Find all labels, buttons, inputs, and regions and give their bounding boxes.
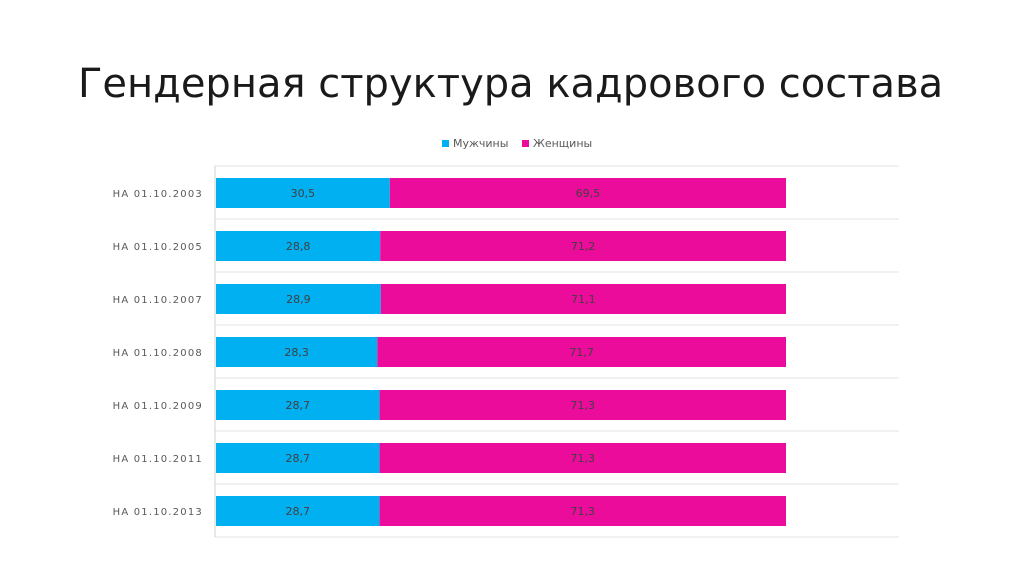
category-label: НА 01.10.2007 [113, 295, 203, 306]
bar-segment-men [216, 390, 380, 420]
bar-segment-women [379, 390, 786, 420]
bar-segment-women [380, 231, 786, 261]
chart-bars [216, 178, 786, 526]
data-label-women: 71,7 [569, 346, 594, 359]
data-label-women: 71,1 [571, 293, 596, 306]
category-label: НА 01.10.2003 [113, 189, 203, 200]
legend-swatch-men [442, 140, 449, 147]
page-title: Гендерная структура кадрового состава [78, 61, 944, 107]
chart-legend: Мужчины Женщины [442, 137, 592, 150]
data-label-women: 71,2 [571, 240, 596, 253]
bar-segment-women [380, 284, 786, 314]
data-label-men: 28,7 [286, 505, 311, 518]
data-label-men: 28,7 [286, 399, 311, 412]
category-label: НА 01.10.2009 [113, 401, 203, 412]
chart-labels: НА 01.10.2003 30,5 69,5 НА 01.10.2005 28,8 71… [113, 187, 601, 518]
legend-label-men: Мужчины [453, 137, 508, 150]
data-label-men: 28,7 [286, 452, 311, 465]
category-label: НА 01.10.2013 [113, 507, 203, 518]
bar-segment-men [216, 337, 378, 367]
bar-segment-men [216, 443, 380, 473]
legend-label-women: Женщины [533, 137, 592, 150]
category-label: НА 01.10.2011 [113, 454, 203, 465]
bar-segment-women [377, 337, 786, 367]
data-label-women: 71,3 [571, 399, 596, 412]
data-label-men: 28,9 [286, 293, 311, 306]
category-label: НА 01.10.2008 [113, 348, 203, 359]
data-label-men: 28,3 [284, 346, 309, 359]
bar-segment-women [389, 178, 786, 208]
chart-grid [214, 165, 899, 538]
category-label: НА 01.10.2005 [113, 242, 203, 253]
bar-segment-men [216, 496, 380, 526]
data-label-men: 30,5 [291, 187, 316, 200]
data-label-women: 69,5 [576, 187, 601, 200]
data-label-men: 28,8 [286, 240, 311, 253]
bar-segment-women [379, 496, 786, 526]
legend-swatch-women [522, 140, 529, 147]
data-label-women: 71,3 [571, 505, 596, 518]
bar-segment-women [379, 443, 786, 473]
bar-segment-men [216, 231, 381, 261]
bar-segment-men [216, 284, 381, 314]
bar-segment-men [216, 178, 390, 208]
data-label-women: 71,3 [571, 452, 596, 465]
